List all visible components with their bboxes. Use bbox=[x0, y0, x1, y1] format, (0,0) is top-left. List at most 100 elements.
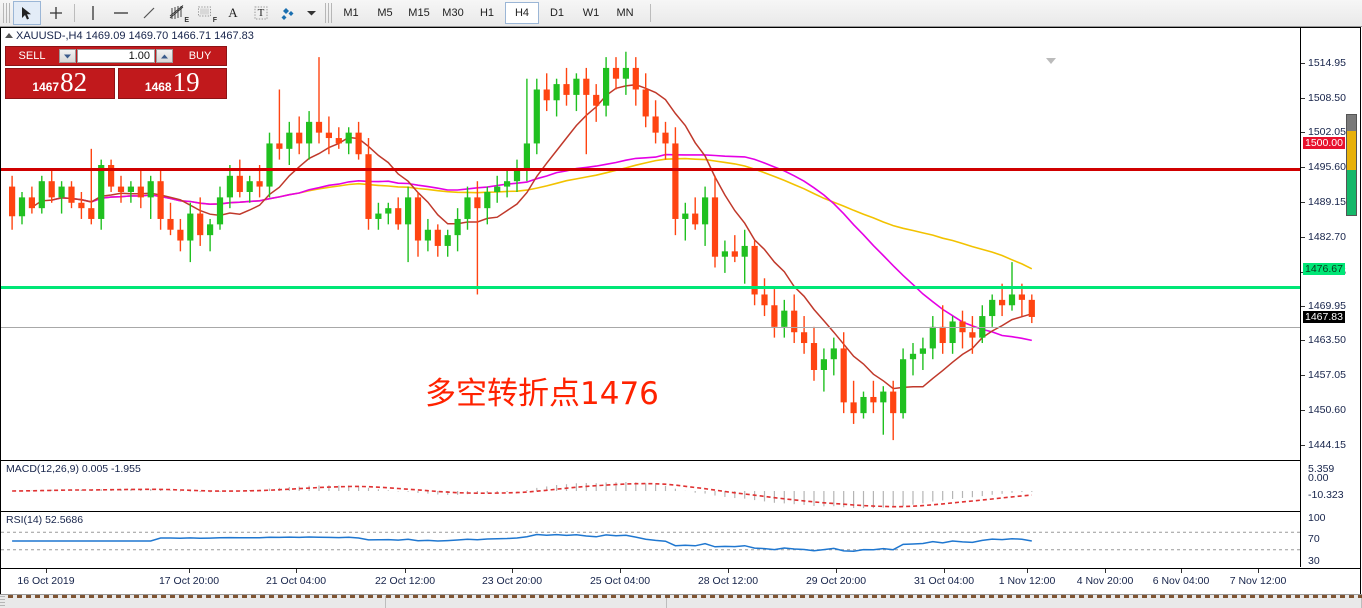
price-axis-label: 1444.15 bbox=[1308, 438, 1346, 451]
price-plot-area[interactable] bbox=[1, 28, 1300, 459]
symbol-info-line: XAUUSD-,H4 1469.09 1469.70 1466.71 1467.… bbox=[5, 30, 254, 42]
timeframe-mn[interactable]: MN bbox=[616, 7, 634, 19]
ask-price-box[interactable]: 1468 19 bbox=[117, 67, 227, 99]
timeframe-d1[interactable]: D1 bbox=[549, 7, 565, 19]
timeframe-m1[interactable]: M1 bbox=[343, 7, 359, 19]
timeframe-h1[interactable]: H1 bbox=[479, 7, 495, 19]
channel-tool[interactable]: F bbox=[192, 2, 218, 24]
collapse-triangle-icon[interactable] bbox=[5, 33, 13, 38]
macd-axis-label: 0.00 bbox=[1308, 472, 1329, 484]
rsi-axis-label: 100 bbox=[1308, 512, 1326, 524]
trendline-tool[interactable] bbox=[136, 2, 162, 24]
macd-chart-svg bbox=[12, 481, 1033, 509]
price-axis-label: 1508.50 bbox=[1308, 91, 1346, 104]
horizontal-line-tool[interactable] bbox=[108, 2, 134, 24]
cursor-tool[interactable] bbox=[13, 1, 41, 25]
time-axis-tick bbox=[1105, 569, 1106, 573]
text-label-tool[interactable]: T bbox=[248, 2, 274, 24]
ask-price-integer: 1468 bbox=[144, 80, 172, 94]
timeframe-m30[interactable]: M30 bbox=[442, 7, 464, 19]
time-axis-label: 29 Oct 20:00 bbox=[805, 575, 867, 587]
time-axis-label: 23 Oct 20:00 bbox=[481, 575, 543, 587]
volume-input[interactable]: 1.00 bbox=[77, 49, 155, 63]
time-axis-tick bbox=[296, 569, 297, 573]
time-axis-label: 31 Oct 04:00 bbox=[913, 575, 975, 587]
price-axis-tick bbox=[1301, 62, 1305, 64]
time-axis-tick bbox=[46, 569, 47, 573]
time-axis-tick bbox=[1181, 569, 1182, 573]
channel-tool-label: F bbox=[212, 17, 217, 24]
buy-button[interactable]: BUY bbox=[174, 47, 226, 65]
time-axis-label: 17 Oct 20:00 bbox=[158, 575, 220, 587]
price-axis-tick bbox=[1301, 409, 1305, 411]
support-line bbox=[1, 286, 1300, 289]
price-axis-tick bbox=[1301, 97, 1305, 99]
price-axis-label: 1495.60 bbox=[1308, 161, 1346, 174]
shapes-dropdown-arrow[interactable] bbox=[304, 2, 318, 24]
ask-price-decimal: 19 bbox=[172, 67, 200, 97]
main-toolbar: E F A T M1 M5 M15 M30 H1 H4 D1 W1 MN bbox=[0, 0, 1362, 27]
price-axis-label: 1502.05 bbox=[1308, 126, 1346, 139]
time-axis-label: 4 Nov 20:00 bbox=[1076, 575, 1134, 587]
time-axis-tick bbox=[620, 569, 621, 573]
price-axis-label: 1463.50 bbox=[1308, 334, 1346, 347]
last-price-line bbox=[1, 327, 1300, 328]
rsi-axis-label: 30 bbox=[1308, 555, 1320, 567]
price-axis-tick bbox=[1301, 305, 1305, 307]
chart-window[interactable]: XAUUSD-,H4 1469.09 1469.70 1466.71 1467.… bbox=[0, 27, 1361, 595]
time-axis[interactable]: 16 Oct 2019 17 Oct 20:00 21 Oct 04:00 22 Oc… bbox=[1, 568, 1360, 595]
last-price-badge[interactable]: 1467.83 bbox=[1303, 310, 1345, 323]
time-axis-tick bbox=[405, 569, 406, 573]
volume-increase-button[interactable] bbox=[156, 49, 173, 63]
bid-price-box[interactable]: 1467 82 bbox=[5, 68, 115, 99]
shapes-tool[interactable] bbox=[276, 2, 302, 24]
fibonacci-tool[interactable]: E bbox=[164, 2, 190, 24]
macd-axis-label: -10.323 bbox=[1308, 489, 1344, 501]
toolbar-grip[interactable] bbox=[3, 3, 10, 23]
chart-annotation-text: 多空转折点1476 bbox=[425, 376, 659, 412]
rsi-chart-svg bbox=[1, 531, 1300, 553]
price-axis-label: 1450.60 bbox=[1308, 403, 1346, 416]
timeframe-m15[interactable]: M15 bbox=[408, 7, 430, 19]
time-axis-label: 21 Oct 04:00 bbox=[265, 575, 327, 587]
market-depth-strip bbox=[1346, 114, 1357, 216]
status-bar bbox=[0, 594, 1362, 608]
time-axis-tick bbox=[512, 569, 513, 573]
time-axis-tick bbox=[836, 569, 837, 573]
price-axis-label: 1457.05 bbox=[1308, 369, 1346, 382]
status-section-2 bbox=[386, 595, 667, 608]
pane-collapse-marker-icon[interactable] bbox=[1046, 58, 1056, 64]
price-axis-tick bbox=[1301, 167, 1305, 169]
timeframe-h4[interactable]: H4 bbox=[505, 2, 539, 24]
rsi-pane[interactable]: RSI(14) 52.5686 bbox=[1, 511, 1300, 568]
price-axis-tick bbox=[1301, 132, 1305, 134]
timeframe-w1[interactable]: W1 bbox=[582, 7, 600, 19]
macd-label: MACD(12,26,9) 0.005 -1.955 bbox=[6, 463, 141, 475]
time-axis-label: 22 Oct 12:00 bbox=[374, 575, 436, 587]
macd-pane[interactable]: MACD(12,26,9) 0.005 -1.955 bbox=[1, 460, 1300, 512]
text-tool[interactable]: A bbox=[220, 2, 246, 24]
rsi-label: RSI(14) 52.5686 bbox=[6, 514, 84, 526]
resistance-level-badge[interactable]: 1500.00 bbox=[1303, 137, 1345, 150]
resistance-line bbox=[1, 168, 1300, 171]
one-click-trading-panel[interactable]: SELL 1.00 BUY 1467 82 1468 19 bbox=[5, 46, 227, 99]
price-chart-svg bbox=[9, 51, 1035, 441]
vertical-line-tool[interactable] bbox=[80, 2, 106, 24]
timeframe-grip[interactable] bbox=[325, 3, 332, 23]
support-level-badge[interactable]: 1476.67 bbox=[1303, 263, 1345, 276]
price-axis-tick bbox=[1301, 444, 1305, 446]
crosshair-tool[interactable] bbox=[43, 2, 69, 24]
sell-button[interactable]: SELL bbox=[6, 47, 58, 65]
rsi-axis-label: 70 bbox=[1308, 533, 1320, 545]
time-axis-label: 6 Nov 04:00 bbox=[1152, 575, 1210, 587]
status-dash-strip bbox=[8, 595, 1362, 598]
time-axis-label: 25 Oct 04:00 bbox=[589, 575, 651, 587]
price-axis[interactable]: 1514.95 1508.50 1502.05 1495.60 1489.15 1482.… bbox=[1300, 28, 1360, 567]
price-axis-label: 1514.95 bbox=[1308, 56, 1346, 69]
timeframe-m5[interactable]: M5 bbox=[377, 7, 393, 19]
time-axis-label: 16 Oct 2019 bbox=[17, 575, 75, 587]
volume-decrease-button[interactable] bbox=[59, 49, 76, 63]
price-axis-tick bbox=[1301, 201, 1305, 203]
price-axis-tick bbox=[1301, 236, 1305, 238]
time-axis-tick bbox=[728, 569, 729, 573]
